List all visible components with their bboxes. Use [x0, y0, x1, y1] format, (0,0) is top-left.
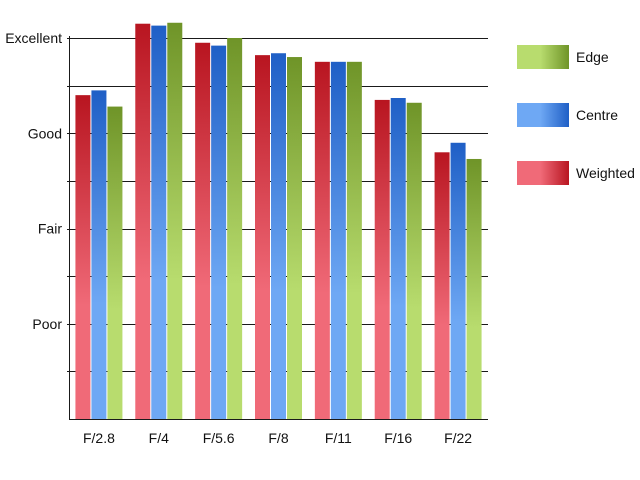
bar-centre-f8	[271, 53, 286, 420]
bar-weighted-f8	[255, 55, 270, 420]
bar-weighted-f11	[314, 61, 330, 419]
bar-edge-f4	[167, 22, 183, 419]
y-tick-label: Poor	[32, 316, 62, 332]
x-tick-label: F/8	[268, 430, 288, 446]
legend-swatch-centre	[517, 103, 569, 127]
bar-edge-f28	[107, 106, 123, 419]
bar-edge-f16	[406, 102, 422, 420]
bar-edge-f11	[346, 61, 362, 419]
bar-centre-f56	[211, 45, 227, 420]
bar-centre-f22	[450, 142, 466, 419]
bar-weighted-f56	[195, 42, 211, 419]
x-tick-label: F/5.6	[203, 430, 235, 446]
bar-edge-f8	[287, 57, 302, 420]
bar-weighted-f22	[434, 152, 450, 420]
bar-centre-f11	[330, 61, 346, 419]
y-tick-label: Fair	[38, 221, 62, 237]
legend-label-edge: Edge	[576, 49, 609, 65]
bar-edge-f22	[466, 158, 482, 419]
legend-swatch-edge	[517, 45, 569, 69]
legend-swatch-weighted	[517, 161, 569, 185]
x-tick-label: F/16	[384, 430, 412, 446]
bar-weighted-f4	[135, 23, 151, 420]
y-tick-label: Excellent	[5, 30, 62, 46]
x-axis-labels: F/2.8 F/4 F/5.6 F/8 F/11 F/16 F/22	[83, 430, 472, 446]
x-tick-label: F/2.8	[83, 430, 115, 446]
bar-weighted-f16	[374, 99, 390, 419]
axes	[69, 36, 488, 420]
x-tick-label: F/22	[444, 430, 472, 446]
legend-label-centre: Centre	[576, 107, 618, 123]
x-tick-label: F/11	[325, 430, 352, 446]
bar-edge-f56	[227, 38, 243, 419]
bar-centre-f28	[91, 90, 107, 419]
y-axis-labels: Poor Fair Good Excellent	[5, 30, 62, 332]
x-tick-label: F/4	[149, 430, 169, 446]
bar-centre-f16	[390, 98, 406, 419]
bar-centre-f4	[151, 25, 167, 420]
bars	[75, 22, 482, 420]
y-tick-label: Good	[28, 125, 62, 141]
bar-weighted-f28	[75, 95, 91, 420]
legend: Edge Centre Weighted	[517, 45, 635, 185]
legend-label-weighted: Weighted	[576, 165, 635, 181]
